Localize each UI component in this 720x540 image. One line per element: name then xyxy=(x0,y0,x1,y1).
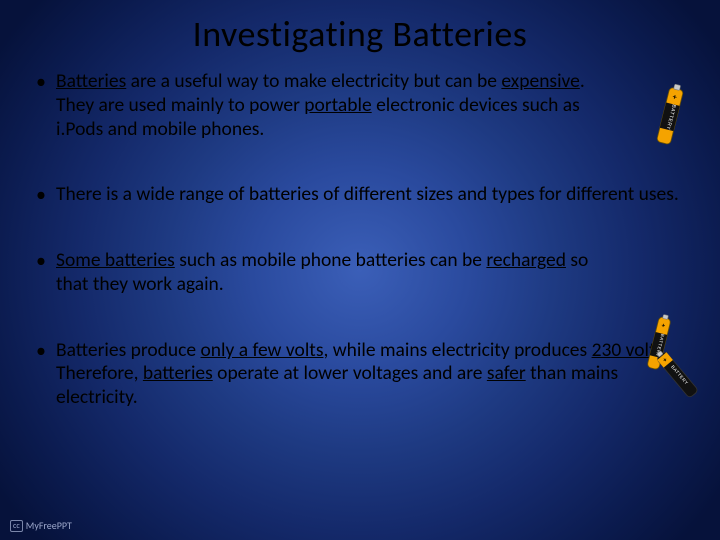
bullet-text: There is a wide range of batteries of di… xyxy=(56,183,688,207)
battery-graphic: BATTERY + xyxy=(642,82,698,163)
bullet-item: Some batteries such as mobile phone batt… xyxy=(32,249,688,297)
slide-root: Investigating Batteries Batteries are a … xyxy=(0,0,720,540)
bullet-item: Batteries produce only a few volts, whil… xyxy=(32,339,688,410)
attribution-text: MyFreePPT xyxy=(26,519,72,532)
attribution: cc MyFreePPT xyxy=(10,519,72,532)
bullet-item: There is a wide range of batteries of di… xyxy=(32,183,688,207)
bullet-item: Batteries are a useful way to make elect… xyxy=(32,70,688,141)
bullet-text: Some batteries such as mobile phone batt… xyxy=(56,249,688,297)
slide-title: Investigating Batteries xyxy=(32,12,688,56)
bullet-text: Batteries produce only a few volts, whil… xyxy=(56,339,688,410)
bullet-list: Batteries are a useful way to make elect… xyxy=(32,70,688,410)
bullet-text: Batteries are a useful way to make elect… xyxy=(56,70,688,141)
battery-graphic: BATTERY + BATTERY + xyxy=(634,313,698,404)
cc-icon: cc xyxy=(10,520,23,532)
